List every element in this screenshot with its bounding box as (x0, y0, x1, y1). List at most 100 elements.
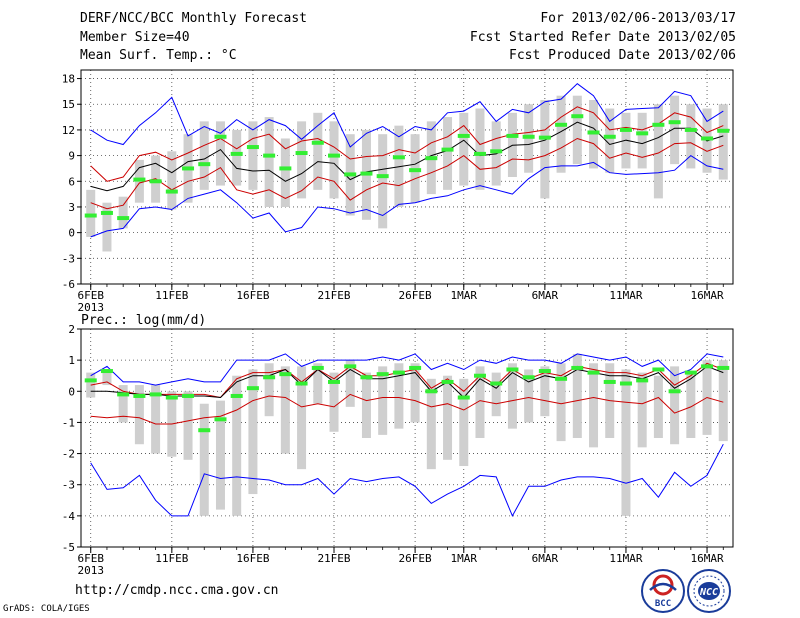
temperature-spread-box (686, 104, 696, 169)
temperature-median-mark (717, 128, 730, 133)
temperature-y-tick-label: -6 (62, 278, 75, 291)
grads-credit: GrADS: COLA/IGES (3, 604, 90, 614)
temperature-median-mark (133, 177, 146, 182)
temperature-series-min (90, 154, 724, 238)
precipitation-median-mark (100, 369, 113, 374)
temperature-y-tick-label: 15 (62, 98, 75, 111)
temperature-median-mark (538, 135, 551, 140)
temperature-median-mark (360, 171, 373, 176)
precipitation-x-tick-label: 11MAR (609, 552, 642, 565)
precipitation-x-tick-label: 1MAR (451, 552, 478, 565)
temperature-median-mark (214, 134, 227, 139)
temperature-y-tick-label: 0 (68, 227, 75, 240)
precipitation-median-mark (603, 379, 616, 384)
temperature-x-tick-label: 16FEB (236, 289, 269, 302)
temperature-median-mark (100, 210, 113, 215)
precipitation-median-mark (636, 378, 649, 383)
precipitation-median-mark (571, 365, 584, 370)
temperature-median-mark (295, 151, 308, 156)
precipitation-median-mark (84, 378, 97, 383)
precipitation-spread-box (378, 366, 388, 435)
precipitation-y-tick-label: -4 (62, 510, 76, 523)
precipitation-median-mark (506, 367, 519, 372)
temperature-spread-box (102, 202, 112, 252)
precipitation-median-mark (360, 375, 373, 380)
precipitation-median-mark (652, 367, 665, 372)
precipitation-y-tick-label: -1 (62, 416, 75, 429)
temperature-median-mark (571, 114, 584, 119)
temperature-median-mark (473, 151, 486, 156)
refer-date-label: Fcst Started Refer Date 2013/02/05 (469, 30, 736, 45)
precipitation-median-mark (344, 364, 357, 369)
precipitation-x-tick-label: 6MAR (532, 552, 559, 565)
temperature-spread-box (232, 129, 242, 186)
temperature-median-mark (84, 213, 97, 218)
temperature-spread-box (475, 108, 485, 190)
temperature-median-mark (117, 216, 130, 221)
precipitation-plot-frame (80, 328, 734, 548)
precipitation-median-mark (587, 370, 600, 375)
precipitation-spread-box (686, 372, 696, 438)
temperature-median-mark (490, 149, 503, 154)
temperature-x-tick-label: 16MAR (690, 289, 723, 302)
source-url[interactable]: http://cmdp.ncc.cma.gov.cn (75, 583, 279, 598)
ncc-logo: NCC (687, 569, 731, 613)
precipitation-spread-box (134, 385, 144, 445)
precipitation-spread-box (556, 363, 566, 442)
temperature-median-mark (619, 127, 632, 132)
temperature-median-mark (392, 155, 405, 160)
temperature-median-mark (652, 122, 665, 127)
temperature-panel: -6 -3 0 3 6 9 12 15 18 6FEB 11FEB 16FEB 21FEB 26FEB 1M… (62, 69, 734, 314)
precipitation-spread-box (264, 363, 274, 417)
precipitation-spread-box (507, 363, 517, 429)
precipitation-median-mark (409, 365, 422, 370)
precipitation-spread-box (426, 378, 436, 470)
precipitation-spread-box (297, 366, 307, 470)
temperature-spread-box (215, 121, 225, 186)
precipitation-spread-box (248, 369, 258, 495)
precipitation-series-mean (90, 365, 724, 399)
temperature-x-tick-label: 26FEB (399, 289, 432, 302)
temperature-x-tick-label: 11MAR (609, 289, 642, 302)
temperature-y-tick-label: 12 (62, 124, 75, 137)
temperature-x-year-label: 2013 (77, 301, 104, 314)
precipitation-median-mark (117, 392, 130, 397)
precipitation-spread-box (589, 363, 599, 448)
member-size-label: Member Size=40 (80, 30, 190, 45)
temperature-spread-box (670, 95, 680, 165)
precipitation-spread-box (232, 375, 242, 516)
precipitation-median-mark (311, 365, 324, 370)
temperature-spread-box (329, 121, 339, 199)
temperature-plot-frame (80, 69, 734, 285)
precipitation-spread-box (670, 366, 680, 445)
precipitation-median-mark (538, 369, 551, 374)
precipitation-y-tick-label: 1 (68, 354, 75, 367)
temperature-x-tick-label: 6MAR (532, 289, 559, 302)
precipitation-spread-box (313, 363, 323, 404)
precipitation-x-tick-label: 6FEB (77, 552, 104, 565)
temperature-median-mark (684, 127, 697, 132)
temperature-spread-box (378, 134, 388, 229)
temperature-median-mark (701, 136, 714, 141)
precipitation-series-min (90, 443, 724, 518)
temperature-median-mark (328, 153, 341, 158)
precipitation-median-mark (555, 376, 568, 381)
temperature-y-tick-label: 9 (68, 150, 75, 163)
precipitation-spread-box (475, 366, 485, 438)
temperature-spread-box (264, 117, 274, 207)
precipitation-series-upper (90, 362, 724, 399)
precipitation-median-mark (230, 393, 243, 398)
precipitation-spread-box (524, 369, 534, 423)
precipitation-median-mark (457, 395, 470, 400)
precipitation-x-year-label: 2013 (77, 564, 104, 577)
precipitation-y-tick-label: 0 (68, 385, 75, 398)
temperature-median-mark (246, 145, 259, 150)
temperature-x-tick-label: 11FEB (155, 289, 188, 302)
temperature-median-mark (506, 133, 519, 138)
temperature-spread-box (199, 121, 209, 190)
precipitation-x-tick-label: 16FEB (236, 552, 269, 565)
temperature-series-max (90, 83, 724, 148)
precipitation-spread-box (345, 360, 355, 407)
